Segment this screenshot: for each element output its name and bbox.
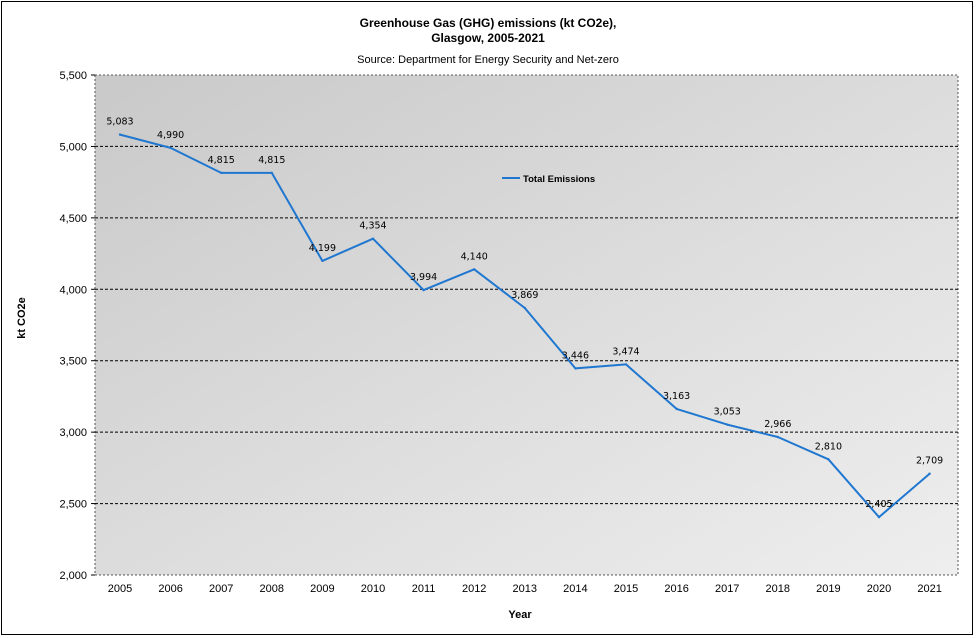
- x-tick-label: 2019: [816, 583, 840, 595]
- data-point: [827, 458, 830, 461]
- x-tick-label: 2007: [209, 583, 233, 595]
- x-tick-label: 2016: [664, 583, 688, 595]
- data-point: [776, 435, 779, 439]
- data-point: [321, 259, 324, 263]
- data-label: 3,053: [714, 407, 741, 418]
- legend: Total Emissions: [502, 174, 595, 185]
- x-tick-label: 2012: [462, 583, 486, 595]
- data-point: [574, 367, 577, 370]
- data-label: 4,354: [359, 221, 386, 232]
- x-axis-label: Year: [508, 609, 532, 621]
- x-tick-label: 2014: [563, 583, 587, 595]
- y-tick-label: 3,000: [59, 427, 87, 439]
- y-tick-label: 5,500: [59, 70, 87, 82]
- data-label: 3,474: [612, 346, 639, 357]
- data-point: [169, 146, 172, 150]
- x-tick-label: 2006: [158, 583, 182, 595]
- axes: 2,000 2,500 3,000 3,500 4,000 4,500 5,000 5,500…: [59, 70, 941, 595]
- data-label: 4,990: [157, 130, 184, 141]
- series-layer: [118, 133, 931, 519]
- x-tick-label: 2010: [361, 583, 385, 595]
- data-label: 4,815: [258, 155, 285, 166]
- x-tick-label: 2008: [260, 583, 284, 595]
- data-point: [422, 288, 425, 292]
- data-point: [877, 515, 881, 519]
- x-tick-label: 2011: [412, 583, 436, 595]
- y-tick-label: 4,500: [59, 213, 87, 225]
- chart-title-line-2: Glasgow, 2005-2021: [431, 31, 545, 45]
- legend-label: Total Emissions: [523, 174, 595, 185]
- data-labels: 5,083 4,990 4,815 4,815 4,199 4,354 3,994 4,140…: [106, 117, 943, 511]
- data-point: [220, 171, 223, 175]
- data-point: [371, 237, 375, 240]
- data-label: 2,810: [815, 441, 842, 452]
- y-tick-label: 3,500: [59, 356, 87, 368]
- data-point: [624, 363, 628, 366]
- data-label: 3,163: [663, 391, 690, 402]
- x-tick-label: 2009: [310, 583, 334, 595]
- data-point: [270, 171, 273, 175]
- data-point: [928, 472, 931, 475]
- data-label: 3,869: [511, 290, 538, 301]
- data-point: [675, 407, 678, 411]
- x-tick-label: 2017: [715, 583, 739, 595]
- data-label: 3,446: [562, 350, 589, 361]
- x-tick-label: 2020: [867, 583, 891, 595]
- x-tick-label: 2018: [766, 583, 790, 595]
- data-label: 4,140: [461, 251, 488, 262]
- data-point: [118, 133, 122, 136]
- x-tick-label: 2015: [614, 583, 638, 595]
- data-label: 5,083: [106, 117, 133, 128]
- y-tick-label: 4,000: [59, 284, 87, 296]
- x-tick-label: 2013: [513, 583, 537, 595]
- x-tick-label: 2021: [917, 583, 941, 595]
- y-tick-label: 5,000: [59, 141, 87, 153]
- data-label: 4,815: [208, 155, 235, 166]
- y-tick-label: 2,500: [59, 499, 87, 511]
- plot-area: [94, 74, 959, 576]
- chart-title-line-1: Greenhouse Gas (GHG) emissions (kt CO2e)…: [359, 16, 617, 30]
- data-point: [726, 423, 729, 426]
- data-label: 2,405: [865, 499, 892, 510]
- data-label: 2,966: [764, 419, 791, 430]
- data-point: [473, 268, 476, 271]
- data-point: [523, 306, 526, 310]
- chart-subtitle: Source: Department for Energy Security a…: [357, 54, 619, 66]
- data-label: 3,994: [410, 272, 437, 283]
- data-label: 4,199: [309, 243, 336, 254]
- gridlines: [95, 145, 958, 505]
- x-tick-label: 2005: [108, 583, 132, 595]
- data-label: 2,709: [916, 456, 943, 467]
- y-tick-label: 2,000: [59, 570, 87, 582]
